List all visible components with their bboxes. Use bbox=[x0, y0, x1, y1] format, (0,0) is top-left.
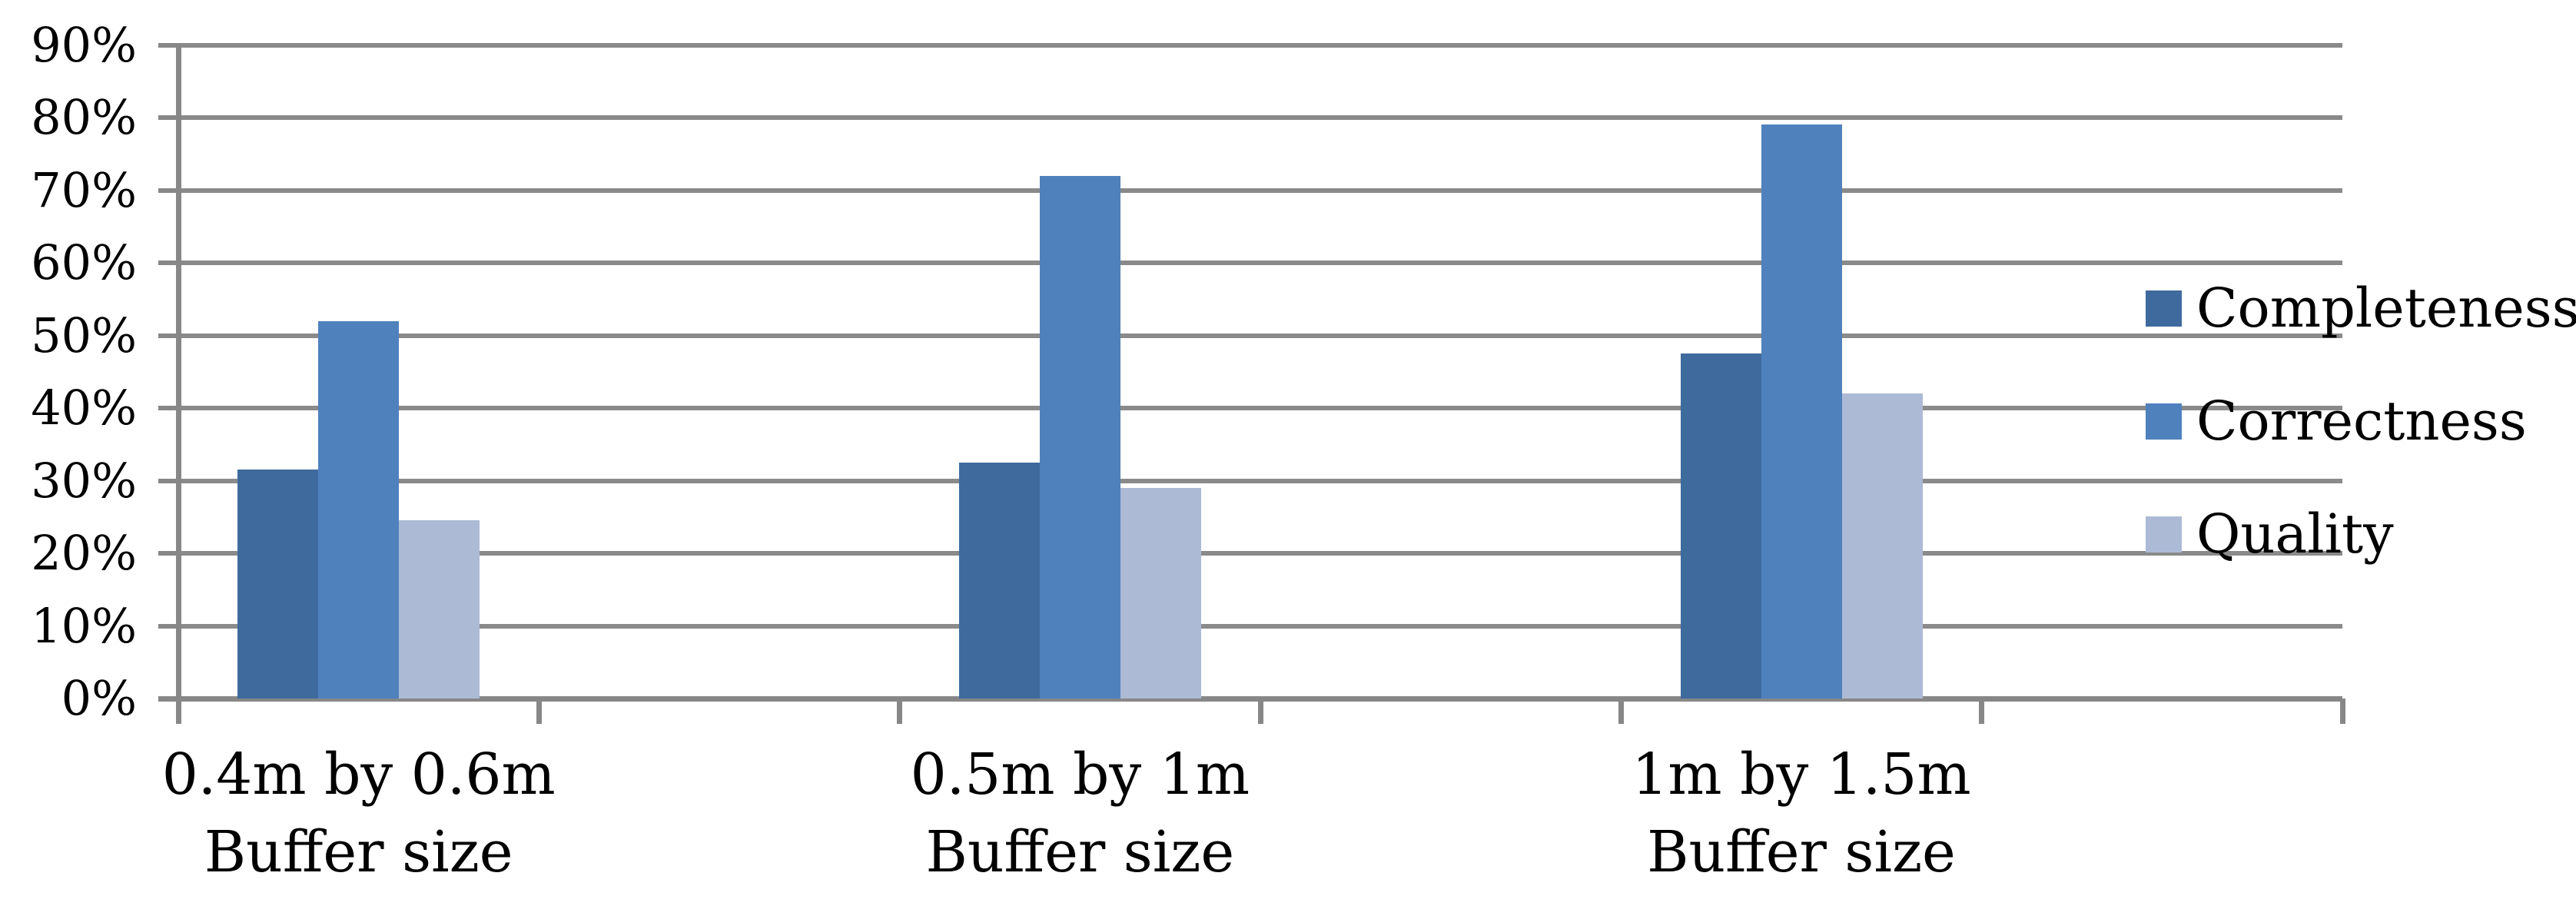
legend-swatch-quality bbox=[2146, 516, 2182, 553]
category-label-2: 0.5m by 1m Buffer size bbox=[788, 736, 1372, 891]
bar-completeness-2 bbox=[958, 462, 1040, 699]
x-axis-tick bbox=[897, 699, 903, 724]
legend-swatch-correctness bbox=[2146, 403, 2182, 440]
y-axis-tick bbox=[158, 188, 178, 193]
y-axis-label: 70% bbox=[31, 161, 137, 218]
y-axis-tick bbox=[158, 115, 178, 120]
x-axis-tick bbox=[2339, 699, 2345, 724]
y-axis-label: 40% bbox=[31, 380, 137, 436]
gridline bbox=[178, 623, 2342, 629]
gridline bbox=[178, 261, 2342, 265]
y-axis-label: 80% bbox=[31, 89, 137, 145]
category-size-text: 1m by 1.5m bbox=[1632, 742, 1971, 808]
gridline bbox=[178, 551, 2342, 556]
bar-completeness-3 bbox=[1680, 353, 1761, 699]
gridline bbox=[178, 406, 2342, 410]
y-axis-label: 30% bbox=[31, 452, 137, 509]
gridline bbox=[178, 188, 2342, 193]
y-axis-tick bbox=[158, 551, 178, 556]
y-axis-tick bbox=[158, 42, 178, 48]
legend-label-completeness: Completeness bbox=[2196, 277, 2576, 340]
y-axis-label: 90% bbox=[31, 16, 137, 73]
y-axis-tick bbox=[158, 478, 178, 483]
bar-completeness-1 bbox=[237, 470, 319, 699]
bar-quality-1 bbox=[399, 520, 480, 699]
gridline bbox=[178, 333, 2342, 338]
x-axis-tick bbox=[1257, 699, 1263, 724]
x-axis-line bbox=[158, 695, 2342, 702]
legend-label-correctness: Correctness bbox=[2196, 390, 2527, 453]
bar-quality-2 bbox=[1120, 487, 1201, 699]
x-axis-tick bbox=[1979, 699, 1985, 724]
x-axis-tick bbox=[536, 699, 542, 724]
legend-swatch-completeness bbox=[2146, 290, 2182, 327]
gridline bbox=[178, 42, 2342, 48]
category-size-text: 0.4m by 0.6m bbox=[161, 742, 556, 808]
category-label-3: 1m by 1.5m Buffer size bbox=[1509, 736, 2093, 891]
gridline bbox=[178, 478, 2342, 483]
y-axis-tick bbox=[158, 333, 178, 338]
y-axis-tick bbox=[158, 406, 178, 410]
category-size-text: 0.5m by 1m bbox=[910, 742, 1250, 808]
y-axis-label: 10% bbox=[31, 597, 137, 654]
y-axis-label: 0% bbox=[61, 670, 137, 726]
category-buffer-size-text: Buffer size bbox=[1647, 818, 1956, 885]
x-axis-tick bbox=[1618, 699, 1624, 724]
y-axis-label: 50% bbox=[31, 307, 137, 363]
y-axis-label: 20% bbox=[31, 525, 137, 581]
gridline bbox=[178, 115, 2342, 120]
bar-correctness-2 bbox=[1039, 175, 1120, 699]
bar-correctness-1 bbox=[318, 320, 400, 699]
y-axis-tick bbox=[158, 623, 178, 629]
bar-correctness-3 bbox=[1761, 124, 1842, 699]
category-buffer-size-text: Buffer size bbox=[204, 818, 513, 885]
y-axis-tick bbox=[158, 261, 178, 265]
category-label-1: 0.4m by 0.6m Buffer size bbox=[67, 736, 651, 891]
bar-quality-3 bbox=[1841, 393, 1923, 699]
legend-label-quality: Quality bbox=[2196, 503, 2394, 566]
y-axis-line bbox=[175, 42, 181, 724]
y-axis-label: 60% bbox=[31, 234, 137, 290]
category-buffer-size-text: Buffer size bbox=[925, 818, 1235, 885]
